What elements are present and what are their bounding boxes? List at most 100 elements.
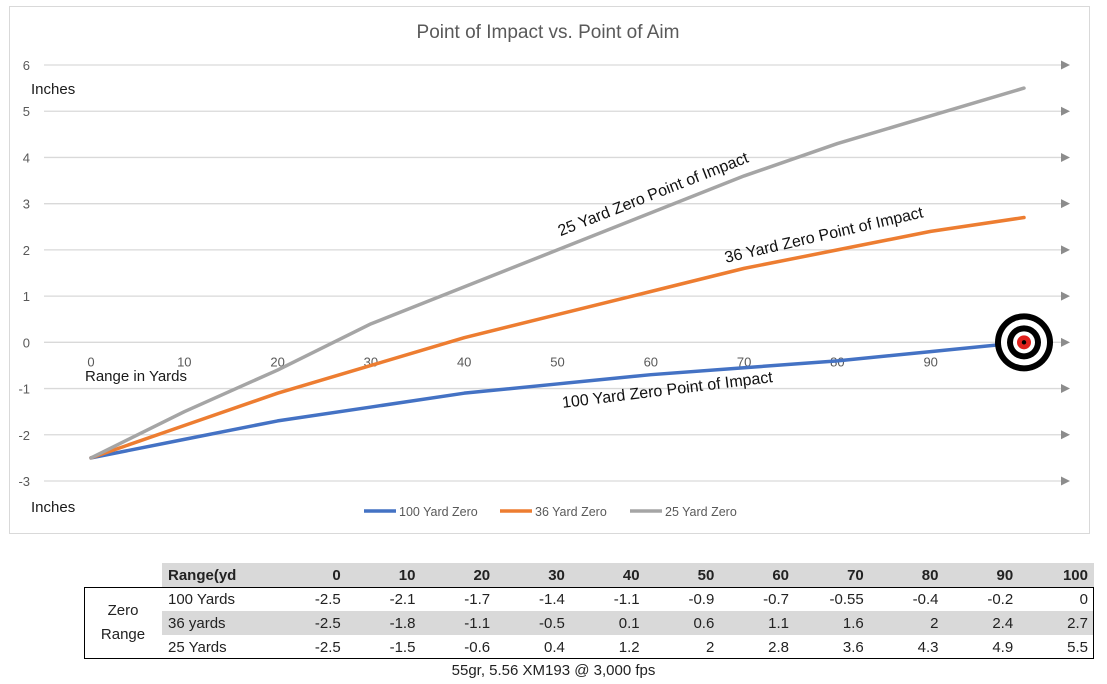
zero-range-label-line1: Zero (107, 602, 139, 619)
table-row: 25 Yards -2.5 -1.5 -0.6 0.4 1.2 2 2.8 3.6 4.3 4.9 5… (84, 635, 1094, 659)
table-header-cell: 20 (421, 563, 497, 587)
x-tick-label: 70 (737, 354, 751, 369)
table-cell: 4.3 (917, 638, 939, 656)
gridline-arrowhead (1061, 337, 1070, 347)
table-header-label: Range(yd (162, 563, 272, 587)
table-cell: -1.8 (346, 611, 422, 635)
chart-title: Point of Impact vs. Point of Aim (417, 22, 680, 43)
table-header-cell: 10 (346, 563, 422, 587)
y-axis-label-top: Inches (31, 81, 75, 98)
y-tick-label: 6 (23, 58, 30, 73)
table-cell: 2.8 (768, 638, 790, 656)
x-tick-label: 20 (270, 354, 284, 369)
table-row-label: 36 yards (162, 611, 272, 635)
table-header-row: Range(yd 0 10 20 30 40 50 60 70 80 90 100 (84, 563, 1094, 587)
zero-range-label-line2: Range (100, 626, 146, 643)
series-line (89, 86, 1026, 460)
y-tick-label: 5 (23, 104, 30, 119)
legend-label: 25 Yard Zero (665, 505, 737, 519)
table-header-cell: 50 (645, 563, 721, 587)
bullseye-target-icon (995, 313, 1053, 372)
table-cell: -0.55 (829, 590, 864, 608)
zero-range-label: Zero Range (84, 587, 162, 659)
table-cell: -0.9 (688, 590, 715, 608)
gridline-arrowhead (1061, 245, 1070, 255)
table-cell: 2.7 (1019, 611, 1094, 635)
table-header-cell: 70 (795, 563, 870, 587)
table-header-cell: 100 (1019, 563, 1094, 587)
gridline-arrowhead (1061, 384, 1070, 394)
gridline-arrowhead (1061, 291, 1070, 301)
table-cell: 2 (869, 611, 945, 635)
table-cell: -2.5 (314, 638, 341, 656)
table-cell: 0 (1079, 590, 1088, 608)
table-cell: -0.2 (987, 590, 1014, 608)
table-cell: -0.4 (912, 590, 939, 608)
target-center (1021, 340, 1027, 345)
x-tick-label: 0 (87, 354, 94, 369)
gridline-arrowhead (1061, 430, 1070, 440)
table-cell: 1.1 (720, 611, 796, 635)
x-tick-label: 60 (644, 354, 658, 369)
y-axis-label-bottom: Inches (31, 499, 75, 516)
series-line (89, 215, 1026, 460)
series-annotation: 100 Yard Zero Point of Impact (561, 369, 774, 412)
table-cell: -1.1 (613, 590, 640, 608)
table-cell: -0.6 (464, 638, 491, 656)
line-chart: Point of Impact vs. Point of Aim6543210-… (18, 22, 1070, 519)
table-cell: -2.5 (314, 590, 341, 608)
table-header-cell: 90 (944, 563, 1020, 587)
table-cell: 1.2 (618, 638, 640, 656)
table-cell: 4.9 (992, 638, 1014, 656)
table-cell: 1.6 (795, 611, 870, 635)
table-cell: -1.7 (464, 590, 491, 608)
y-tick-label: -1 (18, 382, 30, 397)
x-axis-label: Range in Yards (85, 368, 187, 385)
table-header-cell: 60 (720, 563, 796, 587)
gridline-arrowhead (1061, 60, 1070, 70)
series-line (89, 340, 1026, 460)
y-tick-label: 1 (23, 289, 30, 304)
table-header-cell: 80 (869, 563, 945, 587)
table-header-cell: 40 (570, 563, 646, 587)
table-header-cell: 30 (496, 563, 571, 587)
chart-area (9, 6, 1090, 534)
gridline-arrowhead (1061, 152, 1070, 162)
table-cell: 2.4 (944, 611, 1020, 635)
series-annotation: 25 Yard Zero Point of Impact (556, 149, 752, 239)
gridline-arrowhead (1061, 199, 1070, 209)
y-tick-label: 0 (23, 335, 30, 350)
legend-label: 36 Yard Zero (535, 505, 607, 519)
y-tick-label: -3 (18, 474, 30, 489)
table-cell: -1.5 (389, 638, 416, 656)
table-cell: 0.1 (570, 611, 646, 635)
footnote: 55gr, 5.56 XM193 @ 3,000 fps (451, 662, 656, 679)
data-table: Range(yd 0 10 20 30 40 50 60 70 80 90 100 Zero Range 1… (84, 563, 1094, 659)
table-cell: -0.7 (763, 590, 790, 608)
table-cell: -1.4 (539, 590, 565, 608)
table-cell: -1.1 (421, 611, 497, 635)
legend-label: 100 Yard Zero (399, 505, 478, 519)
table-cell: 5.5 (1067, 638, 1088, 656)
y-tick-label: 3 (23, 197, 30, 212)
table-row-label: 100 Yards (168, 590, 235, 608)
table-row: Zero Range 100 Yards -2.5 -2.1 -1.7 -1.4 -1.1 -0… (84, 587, 1094, 644)
table-row-label: 25 Yards (168, 638, 227, 656)
table-cell: -0.5 (496, 611, 571, 635)
table-cell: 0.6 (645, 611, 721, 635)
gridline-arrowhead (1061, 476, 1070, 486)
series-annotation: 36 Yard Zero Point of Impact (723, 204, 925, 266)
table-corner-cell (84, 563, 162, 587)
table-cell: -2.1 (389, 590, 416, 608)
table-cell: 2 (705, 638, 715, 656)
x-tick-label: 10 (177, 354, 191, 369)
x-tick-label: 50 (550, 354, 564, 369)
table-cell: 0.4 (544, 638, 565, 656)
y-tick-label: -2 (18, 428, 30, 443)
gridline-arrowhead (1061, 106, 1070, 116)
table-cell: 3.6 (842, 638, 864, 656)
table-row: 36 yards -2.5 -1.8 -1.1 -0.5 0.1 0.6 1.1 1.6 2 2.4… (84, 611, 1094, 635)
x-tick-label: 90 (923, 354, 937, 369)
table-header-cell: 0 (272, 563, 347, 587)
y-tick-label: 2 (23, 243, 30, 258)
